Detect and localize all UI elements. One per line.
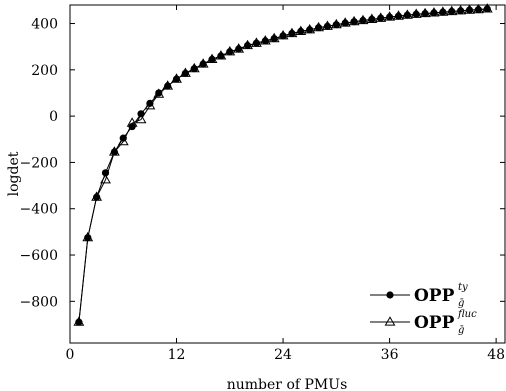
data-point — [73, 316, 85, 326]
legend-superscript: fluc — [457, 309, 477, 320]
data-point — [481, 3, 493, 13]
data-point — [179, 67, 191, 77]
data-point — [108, 146, 120, 156]
data-point — [428, 7, 440, 17]
legend-label: OPP — [414, 286, 455, 306]
data-point — [153, 88, 165, 98]
data-point — [224, 45, 236, 56]
series-layer — [73, 3, 493, 326]
series-circle — [75, 5, 491, 326]
data-point — [251, 37, 262, 47]
data-point — [242, 39, 253, 50]
axis-tick-labels: 0 12 24 36 48 −800 −600 −400 −200 0 200 400 — [20, 17, 505, 363]
data-point — [215, 50, 227, 60]
data-point — [259, 35, 271, 45]
data-point — [410, 8, 422, 18]
data-point — [304, 23, 316, 34]
x-tick-label: 0 — [66, 347, 75, 363]
data-point — [206, 53, 218, 64]
data-point — [357, 14, 369, 25]
data-point — [117, 135, 129, 146]
x-tick-label: 36 — [381, 347, 399, 363]
legend-marker — [384, 316, 396, 326]
data-point — [393, 10, 404, 20]
data-point — [82, 231, 94, 242]
data-point — [348, 15, 360, 26]
data-point — [472, 3, 484, 14]
series-line — [78, 8, 488, 323]
data-point — [268, 32, 280, 43]
y-tick-label: −200 — [20, 155, 58, 171]
y-axis-title: logdet — [6, 151, 22, 196]
data-point — [100, 173, 111, 184]
legend-superscript: ty — [458, 282, 468, 293]
data-point — [91, 191, 103, 201]
data-point — [401, 9, 413, 19]
data-point — [144, 99, 156, 110]
data-point — [375, 12, 387, 22]
legend-item: OPP ty ḡ — [370, 282, 468, 309]
data-point — [135, 113, 147, 124]
x-tick-label: 24 — [274, 347, 292, 363]
plot-frame — [69, 4, 506, 344]
data-point — [464, 4, 475, 14]
data-point — [197, 58, 209, 68]
data-point — [437, 6, 449, 16]
data-point — [188, 62, 200, 73]
data-point — [313, 21, 324, 32]
data-point — [277, 29, 289, 40]
data-point — [384, 11, 396, 21]
series-line — [78, 8, 488, 323]
data-point — [339, 17, 351, 27]
axis-ticks — [69, 5, 505, 343]
series-triangle — [73, 3, 493, 326]
data-point — [366, 13, 378, 23]
y-tick-label: 400 — [31, 17, 58, 33]
x-tick-label: 48 — [487, 347, 505, 363]
y-tick-label: 200 — [31, 63, 58, 79]
y-tick-label: −800 — [20, 294, 58, 310]
x-tick-label: 12 — [168, 347, 186, 363]
y-tick-label: 0 — [49, 109, 58, 125]
data-point — [286, 27, 298, 38]
data-point — [146, 99, 154, 107]
data-point — [455, 4, 467, 15]
y-tick-label: −400 — [20, 202, 58, 218]
data-point — [446, 5, 458, 16]
data-point — [126, 117, 138, 127]
data-point — [162, 80, 174, 90]
data-point — [171, 73, 182, 83]
data-point — [233, 43, 245, 53]
data-point — [295, 25, 307, 36]
y-tick-label: −600 — [20, 248, 58, 264]
legend-subscript: ḡ — [458, 325, 464, 336]
data-point — [419, 7, 431, 18]
legend-marker — [386, 291, 394, 299]
legend-item: OPP fluc ḡ — [370, 309, 477, 336]
legend-label: OPP — [414, 313, 455, 333]
data-point — [155, 89, 163, 97]
x-axis-title: number of PMUs — [227, 377, 348, 391]
data-point — [322, 20, 333, 30]
legend-subscript: ḡ — [458, 298, 464, 309]
data-point — [330, 18, 342, 29]
